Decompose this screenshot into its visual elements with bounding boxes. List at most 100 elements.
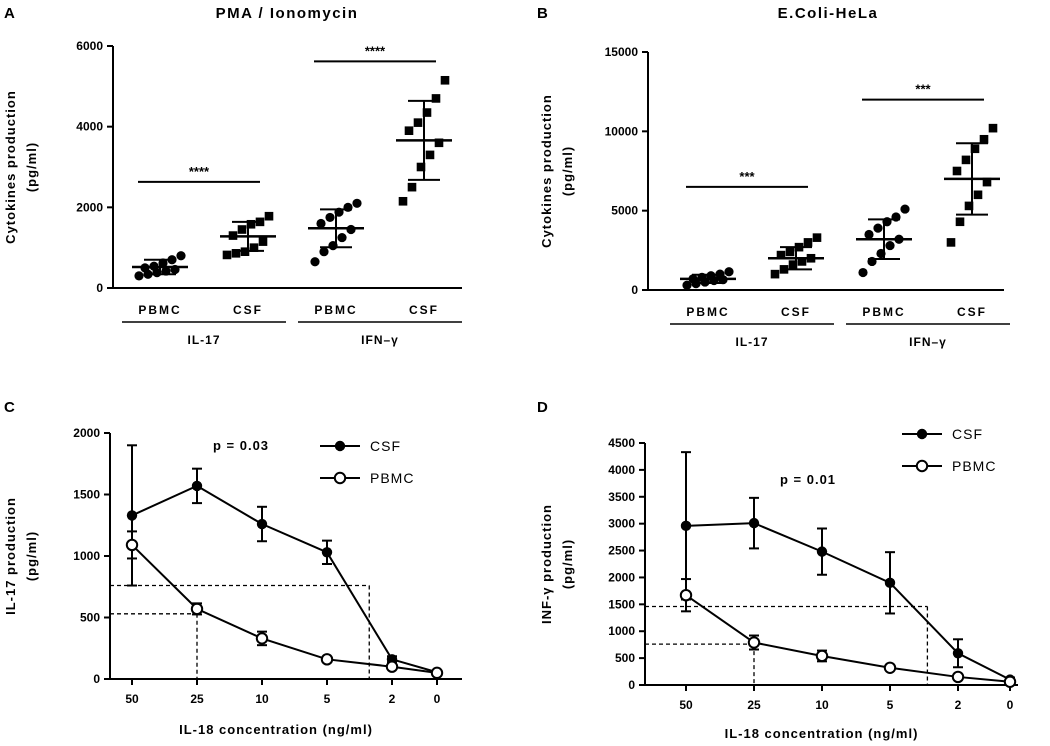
data-point — [385, 660, 399, 673]
x-tick-label: 5 — [324, 692, 331, 706]
legend-marker — [334, 440, 346, 452]
data-point — [190, 602, 204, 616]
data-point — [321, 547, 333, 558]
data-point — [416, 162, 426, 172]
group-label: IFN–γ — [361, 333, 399, 347]
panel-b: E.Coli-HeLa Cytokines production (pg/ml) 0 5… — [539, 5, 1010, 349]
data-point — [343, 202, 353, 212]
data-point — [434, 138, 444, 148]
y-tick-label: 0 — [631, 283, 638, 297]
x-tick-label: 50 — [679, 698, 693, 712]
y-axis-label: Cytokines production (pg/ml) — [539, 94, 575, 248]
y-tick-label: 10000 — [605, 124, 639, 138]
x-tick-label: 10 — [815, 698, 829, 712]
group-label: IL-17 — [735, 335, 768, 349]
y-axis-unit: (pg/ml) — [560, 146, 575, 196]
category-label: CSF — [781, 305, 811, 319]
data-point — [407, 182, 417, 192]
significance-label: **** — [189, 164, 210, 179]
group-label: IL-17 — [187, 333, 220, 347]
data-point — [176, 251, 186, 261]
data-point — [788, 260, 798, 269]
x-axis-title: IL-18 concentration (ng/ml) — [179, 722, 373, 737]
panel-d: INF-γ production (pg/ml) IL-18 concentrati… — [539, 426, 1018, 741]
y-axis-label: Cytokines production (pg/ml) — [3, 90, 39, 244]
category-label: PBMC — [862, 305, 905, 319]
legend-label: PBMC — [952, 458, 996, 474]
x-tick-label: 2 — [389, 692, 396, 706]
data-point — [425, 150, 435, 160]
y-tick-label: 2000 — [73, 426, 100, 440]
data-point — [970, 144, 980, 154]
y-tick-label: 0 — [93, 672, 100, 686]
legend-marker — [916, 428, 928, 440]
x-tick-label: 0 — [434, 692, 441, 706]
data-point — [413, 118, 423, 127]
p-value-annotation: p = 0.03 — [213, 438, 269, 453]
panel-letter-d: D — [537, 399, 548, 416]
x-axis-title: IL-18 concentration (ng/ml) — [725, 726, 919, 741]
x-tick-label: 25 — [747, 698, 761, 712]
y-axis-unit: (pg/ml) — [560, 539, 575, 589]
y-tick-label: 0 — [96, 281, 103, 295]
data-point — [256, 518, 268, 530]
data-point — [231, 249, 241, 258]
data-point — [316, 218, 326, 229]
significance-label: *** — [915, 82, 931, 97]
data-point — [680, 520, 692, 532]
series-line — [685, 522, 1011, 681]
legend-label: PBMC — [370, 470, 414, 486]
data-point — [885, 240, 895, 251]
y-axis-title: IL-17 production — [3, 497, 18, 615]
data-point — [884, 577, 896, 589]
data-point — [812, 233, 822, 242]
data-point — [770, 269, 780, 279]
data-point — [803, 238, 813, 247]
y-tick-label: 500 — [615, 651, 635, 665]
y-tick-label: 2000 — [76, 200, 103, 214]
y-tick-label: 5000 — [611, 204, 638, 218]
x-tick-label: 10 — [255, 692, 269, 706]
y-tick-label: 6000 — [76, 39, 103, 53]
x-tick-label: 25 — [190, 692, 204, 706]
data-point — [126, 510, 138, 521]
data-point — [858, 267, 868, 278]
data-point — [961, 155, 971, 165]
x-tick-label: 50 — [125, 692, 139, 706]
y-tick-label: 3500 — [608, 490, 635, 504]
data-point — [125, 538, 139, 552]
series-line — [685, 594, 1011, 683]
data-point — [724, 267, 734, 277]
y-tick-label: 0 — [628, 678, 635, 692]
y-tick-label: 4000 — [76, 120, 103, 134]
data-point — [310, 257, 320, 267]
data-point — [973, 190, 983, 200]
y-tick-label: 2500 — [608, 544, 635, 558]
data-point — [946, 238, 956, 247]
y-axis-label: IL-17 production (pg/ml) — [3, 497, 39, 615]
data-point — [255, 632, 269, 645]
category-label: CSF — [409, 303, 439, 317]
data-point — [873, 223, 883, 233]
data-point — [404, 126, 414, 135]
legend-label: CSF — [370, 438, 401, 454]
y-tick-label: 4000 — [608, 463, 635, 477]
panel-c: IL-17 production (pg/ml) IL-18 concentrati… — [3, 426, 462, 737]
data-point — [422, 108, 432, 117]
category-label: PBMC — [314, 303, 357, 317]
data-point — [682, 280, 692, 290]
panel-a: PMA / Ionomycin Cytokines production (pg/m… — [3, 5, 462, 347]
legend-label: CSF — [952, 426, 983, 442]
data-point — [325, 212, 335, 223]
y-axis-label: INF-γ production (pg/ml) — [539, 504, 575, 624]
category-label: CSF — [957, 305, 987, 319]
data-point — [864, 229, 874, 240]
data-point — [900, 204, 910, 214]
y-tick-label: 1500 — [73, 488, 100, 502]
category-label: CSF — [233, 303, 263, 317]
data-point — [319, 247, 329, 257]
data-point — [430, 666, 444, 680]
data-point — [816, 546, 828, 557]
group-label: IFN–γ — [909, 335, 947, 349]
